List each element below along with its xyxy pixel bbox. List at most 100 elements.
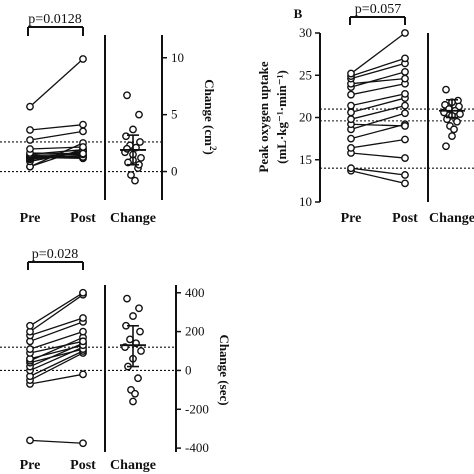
panel-a-change-point bbox=[123, 144, 131, 153]
panel-c-change-point bbox=[123, 294, 131, 303]
panel-a-change-point bbox=[127, 171, 135, 179]
panel-a-post-point bbox=[79, 127, 87, 136]
panel-b-change-point bbox=[448, 132, 456, 140]
panel-c-change-point bbox=[129, 312, 137, 320]
panel-b-pair-line bbox=[350, 97, 406, 114]
panel-a-pair-line bbox=[29, 152, 84, 155]
panel-b-pre-point bbox=[347, 90, 355, 99]
panel-b-pair-line bbox=[350, 32, 406, 75]
panel-c-post-point bbox=[79, 314, 87, 322]
panel-b: B p=0.057 10 15 20 25 30 Pre Post Change Pea… bbox=[256, 2, 474, 226]
panel-b-pair-line bbox=[350, 152, 406, 159]
panel-a-pair-line bbox=[29, 156, 84, 159]
panel-a-tick-label: 0 bbox=[171, 164, 178, 179]
panel-a-x-post: Post bbox=[70, 211, 96, 226]
panel-a: p=0.0128 0 5 10 Pre Post Change Change (cm… bbox=[0, 12, 218, 226]
panel-c-pairs bbox=[26, 288, 87, 448]
panel-b-pair-line bbox=[350, 123, 406, 127]
panel-b-tick-label: 20 bbox=[299, 110, 312, 125]
panel-a-change-point bbox=[136, 138, 144, 146]
panel-b-pair-line bbox=[350, 62, 406, 80]
panel-b-post-point bbox=[401, 179, 409, 188]
panel-b-ylabel-line2: (mL·kg⁻¹·min⁻¹) bbox=[274, 70, 289, 164]
panel-c-pre-point bbox=[26, 436, 34, 445]
panel-b-pairs bbox=[347, 29, 409, 188]
panel-b-x-pre: Pre bbox=[341, 211, 362, 226]
panel-b-pre-point bbox=[347, 164, 355, 173]
panel-c-pair-line bbox=[29, 294, 84, 333]
panel-c-post-point bbox=[79, 327, 87, 336]
panel-c-pair-line bbox=[29, 340, 84, 354]
panel-c-tick-label: 400 bbox=[185, 285, 205, 300]
panel-a-pair-line bbox=[29, 130, 84, 141]
panel-c-tick-label: 0 bbox=[185, 362, 192, 377]
panel-a-change-point bbox=[131, 176, 139, 185]
panel-a-change-point bbox=[122, 132, 130, 141]
panel-c-change-point bbox=[134, 374, 142, 383]
panel-a-post-point bbox=[79, 143, 87, 151]
panel-a-pre-point bbox=[26, 102, 34, 111]
panel-a-right-ylabel: Change (cm2) bbox=[202, 79, 218, 155]
panel-b-tick-label: 25 bbox=[299, 67, 312, 82]
panel-b-tick-label: 15 bbox=[299, 152, 312, 167]
panel-b-p-value: p=0.057 bbox=[355, 2, 401, 17]
panel-a-change-point bbox=[137, 153, 145, 162]
panel-a-tick-label: 10 bbox=[171, 50, 184, 65]
panel-c-pair-line bbox=[29, 344, 84, 360]
panel-b-pre-point bbox=[347, 134, 355, 143]
panel-c-pair-line bbox=[29, 350, 84, 377]
panel-a-post-point bbox=[79, 120, 87, 129]
panel-c-pair-line bbox=[29, 348, 84, 364]
panel-b-post-point bbox=[401, 67, 409, 76]
panel-a-pair-line bbox=[29, 156, 84, 159]
panel-c-pair-line bbox=[29, 330, 84, 350]
panel-c-right-ticks: -400 -200 0 200 400 bbox=[176, 285, 209, 455]
panel-b-change-points bbox=[439, 85, 465, 151]
panel-b-x-post: Post bbox=[392, 211, 418, 226]
panel-a-pre-point bbox=[26, 126, 34, 134]
panel-a-pair-line bbox=[29, 153, 84, 156]
panel-b-letter: B bbox=[294, 6, 303, 21]
panel-c-x-post: Post bbox=[70, 458, 96, 473]
panel-c-pre-point bbox=[26, 345, 34, 353]
panel-c-tick-label: 200 bbox=[185, 324, 205, 339]
panel-a-p-value: p=0.0128 bbox=[28, 12, 81, 27]
panel-b-pair-line bbox=[350, 57, 406, 77]
panel-c-pair-line bbox=[29, 352, 84, 381]
panel-a-change-point bbox=[135, 110, 143, 119]
panel-a-x-change: Change bbox=[110, 211, 156, 226]
panel-b-post-point bbox=[401, 171, 409, 179]
panel-a-change-point bbox=[123, 91, 131, 100]
panel-a-right-ticks: 0 5 10 bbox=[162, 50, 184, 179]
panel-b-pre-point bbox=[347, 115, 355, 124]
panel-c-right-ylabel: Change (sec) bbox=[217, 334, 232, 405]
panel-b-pair-line bbox=[350, 71, 406, 88]
panel-b-post-point bbox=[401, 154, 409, 162]
panel-c-post-point bbox=[79, 370, 87, 379]
panel-c-tick-label: -400 bbox=[185, 440, 209, 455]
panel-b-tick-label: 10 bbox=[299, 194, 312, 209]
panel-a-change-point bbox=[129, 125, 137, 134]
panel-c-pair-line bbox=[29, 373, 84, 385]
panel-c-x-pre: Pre bbox=[20, 458, 41, 473]
panel-c-pair-line bbox=[29, 321, 84, 342]
panel-b-change-point bbox=[453, 117, 461, 126]
panel-b-pair-line bbox=[350, 77, 406, 85]
panel-c-change-points bbox=[120, 294, 146, 406]
panel-b-post-point bbox=[401, 54, 409, 63]
panel-a-change-points bbox=[120, 91, 146, 185]
panel-a-pairs bbox=[26, 55, 87, 171]
panel-b-pre-point bbox=[347, 108, 355, 117]
panel-a-pair-line bbox=[29, 146, 84, 150]
panel-b-pair-line bbox=[350, 105, 406, 120]
panel-b-change-point bbox=[442, 85, 450, 94]
panel-c-pair-line bbox=[29, 439, 84, 444]
panel-a-pre-point bbox=[26, 136, 34, 144]
panel-b-post-point bbox=[401, 74, 409, 83]
panel-b-change-point bbox=[450, 125, 458, 134]
panel-c-change-point bbox=[129, 397, 137, 406]
panel-b-post-point bbox=[401, 29, 409, 37]
panel-b-x-change: Change bbox=[429, 211, 474, 226]
panel-c-x-change: Change bbox=[110, 458, 156, 473]
